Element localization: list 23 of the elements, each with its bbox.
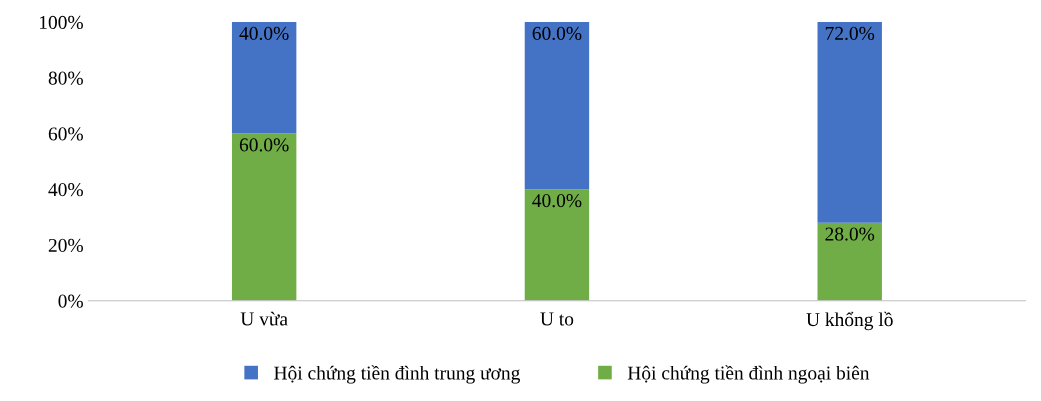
- x-tick-label: U vừa: [240, 311, 288, 326]
- bar: [524, 189, 590, 301]
- y-tick-label: 0%: [58, 294, 83, 308]
- y-tick-label: 100%: [39, 15, 83, 30]
- data-label: 60.0%: [239, 138, 289, 152]
- data-label: 40.0%: [532, 194, 582, 208]
- bar: [524, 22, 590, 190]
- data-label: 60.0%: [532, 26, 582, 40]
- legend-label: Hội chứng tiền đình trung ương: [274, 365, 520, 384]
- legend-label: Hội chứng tiền đình ngoại biên: [627, 365, 870, 384]
- y-tick-label: 80%: [48, 71, 83, 85]
- y-tick-label: 60%: [48, 127, 83, 141]
- x-tick-label: U to: [540, 312, 574, 326]
- data-label: 28.0%: [825, 227, 875, 241]
- bar: [231, 133, 297, 301]
- y-tick-label: 20%: [48, 238, 83, 253]
- bar: [817, 222, 882, 301]
- bar: [817, 22, 882, 223]
- x-tick-label: U khổng lồ: [806, 311, 893, 331]
- y-tick-label: 40%: [48, 183, 83, 197]
- data-label: 72.0%: [825, 26, 875, 40]
- bar: [231, 22, 297, 134]
- data-label: 40.0%: [239, 26, 289, 40]
